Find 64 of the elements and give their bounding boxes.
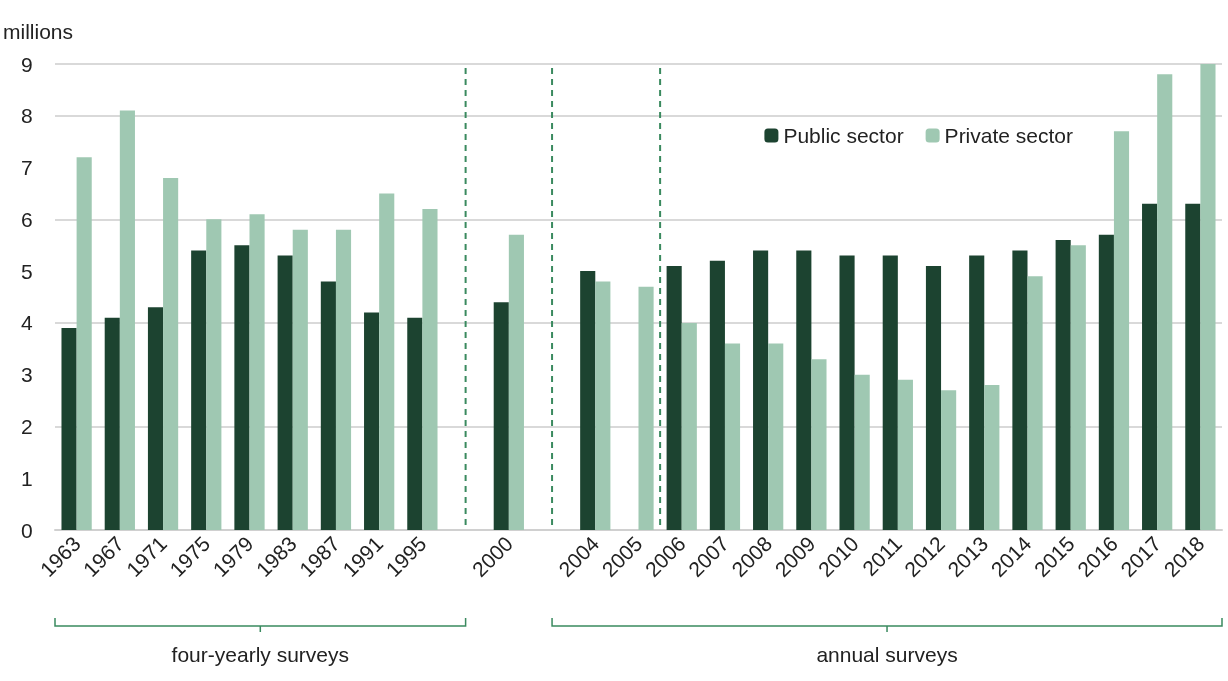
- y-tick-label: 5: [21, 259, 33, 283]
- bar: [768, 343, 784, 530]
- bar: [854, 374, 870, 530]
- bar: [941, 390, 957, 530]
- bar: [984, 385, 1000, 530]
- y-tick-label: 3: [21, 363, 33, 387]
- bar: [104, 317, 120, 530]
- bar: [1113, 131, 1130, 530]
- bar: [1012, 250, 1028, 530]
- bar: [76, 157, 92, 530]
- bar: [191, 250, 207, 530]
- y-tick-label: 4: [21, 311, 33, 335]
- y-tick-label: 9: [21, 52, 33, 76]
- bar: [1055, 240, 1071, 530]
- bar: [277, 255, 293, 530]
- bar: [638, 286, 654, 530]
- bar: [897, 379, 913, 530]
- bar: [1142, 203, 1158, 530]
- bar: [335, 229, 352, 530]
- bar: [163, 177, 179, 530]
- bar: [508, 234, 524, 530]
- bar: [925, 265, 942, 530]
- bar: [595, 281, 611, 530]
- bar: [493, 302, 509, 530]
- y-tick-label: 0: [21, 518, 33, 542]
- bar: [206, 219, 222, 530]
- bar: [422, 208, 438, 530]
- bar: [709, 260, 725, 530]
- bar: [1070, 245, 1086, 530]
- bar: [379, 193, 395, 530]
- bar: [1098, 234, 1114, 530]
- bar: [811, 359, 827, 530]
- y-tick-label: 2: [21, 414, 33, 438]
- bar: [292, 229, 308, 530]
- bar: [681, 322, 697, 530]
- bar: [724, 343, 741, 530]
- bar: [969, 255, 985, 530]
- bar: [364, 312, 380, 530]
- bar: [839, 255, 855, 530]
- y-axis-title: millions: [3, 20, 74, 43]
- bar: [796, 250, 812, 530]
- bar: [61, 328, 77, 530]
- bar: [1200, 64, 1216, 530]
- y-tick-label: 7: [21, 156, 33, 180]
- y-tick-label: 8: [21, 104, 33, 128]
- bar: [580, 271, 596, 530]
- bar: [882, 255, 898, 530]
- bar: [753, 250, 769, 530]
- bar: [249, 214, 265, 530]
- legend-label: Public sector: [783, 124, 904, 147]
- bar: [666, 265, 682, 530]
- bar: [1185, 203, 1201, 530]
- bar: [147, 307, 164, 530]
- bar: [119, 110, 135, 530]
- bar: [407, 317, 423, 530]
- text: annual surveys: [816, 643, 958, 666]
- text: four-yearly surveys: [171, 643, 349, 666]
- y-tick-label: 6: [21, 207, 33, 231]
- bar: [1157, 74, 1173, 530]
- y-tick-label: 1: [21, 466, 33, 490]
- bar: [234, 245, 250, 530]
- bar: [1027, 276, 1043, 530]
- bar: [320, 281, 336, 530]
- legend-label: Private sector: [944, 124, 1074, 147]
